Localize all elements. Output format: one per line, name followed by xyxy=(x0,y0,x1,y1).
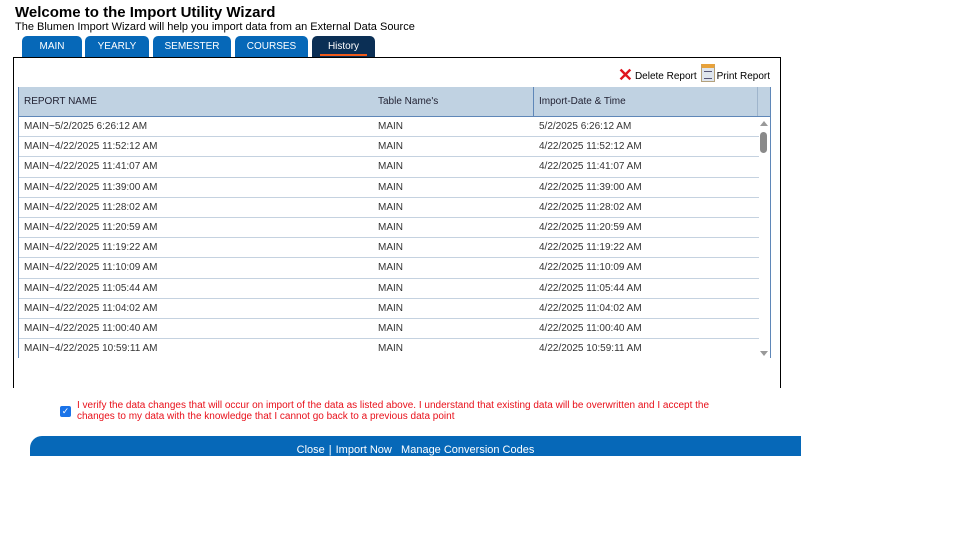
import-date-cell: 4/22/2025 11:39:00 AM xyxy=(539,181,642,193)
table-name-cell: MAIN xyxy=(378,161,403,173)
print-report-icon xyxy=(700,64,715,82)
import-date-cell: 4/22/2025 10:59:11 AM xyxy=(539,343,642,355)
report-name-cell: MAIN~4/22/2025 11:39:00 AM xyxy=(24,181,158,193)
report-name-cell: MAIN~4/22/2025 10:59:11 AM xyxy=(24,343,158,355)
table-name-cell: MAIN xyxy=(378,181,403,193)
tab-courses[interactable]: COURSES xyxy=(235,36,308,57)
table-name-cell: MAIN xyxy=(378,282,403,294)
table-name-cell: MAIN xyxy=(378,302,403,314)
import-date-cell: 4/22/2025 11:52:12 AM xyxy=(539,141,642,153)
report-name-cell: MAIN~4/22/2025 11:00:40 AM xyxy=(24,322,158,334)
tab-label: MAIN xyxy=(39,41,65,52)
column-header-report-name[interactable]: REPORT NAME xyxy=(24,96,97,107)
import-date-cell: 4/22/2025 11:19:22 AM xyxy=(539,242,642,254)
column-header-spacer xyxy=(758,87,770,116)
tab-history[interactable]: History xyxy=(312,36,375,57)
history-panel: ✕ Delete Report Print Report REPORT NAME … xyxy=(13,57,781,388)
table-row[interactable]: MAIN~4/22/2025 11:20:59 AM MAIN 4/22/2025 … xyxy=(19,218,759,239)
report-name-cell: MAIN~4/22/2025 11:19:22 AM xyxy=(24,242,158,254)
tab-label: History xyxy=(319,41,368,56)
table-row[interactable]: MAIN~4/22/2025 11:52:12 AM MAIN 4/22/2025 … xyxy=(19,137,759,158)
table-body: MAIN~5/2/2025 6:26:12 AM MAIN 5/2/2025 6:2… xyxy=(19,116,770,358)
import-date-cell: 4/22/2025 11:00:40 AM xyxy=(539,322,642,334)
import-date-cell: 5/2/2025 6:26:12 AM xyxy=(539,121,632,132)
page-title: Welcome to the Import Utility Wizard xyxy=(15,4,276,21)
separator: | xyxy=(328,444,332,456)
table-row[interactable]: MAIN~4/22/2025 11:39:00 AM MAIN 4/22/2025 … xyxy=(19,178,759,198)
table-row[interactable]: MAIN~4/22/2025 11:04:02 AM MAIN 4/22/2025 … xyxy=(19,299,759,319)
table-row[interactable]: MAIN~4/22/2025 11:19:22 AM MAIN 4/22/2025 … xyxy=(19,238,759,259)
table-name-cell: MAIN xyxy=(378,262,403,274)
tab-label: SEMESTER xyxy=(164,41,220,52)
verify-checkbox[interactable]: ✓ xyxy=(60,406,71,417)
table-name-cell: MAIN xyxy=(378,121,403,132)
verify-text: I verify the data changes that will occu… xyxy=(77,400,710,422)
import-date-cell: 4/22/2025 11:28:02 AM xyxy=(539,201,642,213)
tab-main[interactable]: MAIN xyxy=(22,36,82,57)
verify-section: ✓ I verify the data changes that will oc… xyxy=(60,400,740,422)
table-name-cell: MAIN xyxy=(378,242,403,254)
table-row[interactable]: MAIN~4/22/2025 11:10:09 AM MAIN 4/22/2025 … xyxy=(19,258,759,279)
report-name-cell: MAIN~4/22/2025 11:10:09 AM xyxy=(24,262,158,274)
page-subtitle: The Blumen Import Wizard will help you i… xyxy=(15,21,415,33)
close-link[interactable]: Close xyxy=(296,444,325,456)
vertical-scrollbar[interactable] xyxy=(757,117,770,358)
report-name-cell: MAIN~5/2/2025 6:26:12 AM xyxy=(24,121,148,132)
tab-label: COURSES xyxy=(246,41,297,52)
import-now-link[interactable]: Import Now xyxy=(335,444,392,456)
tab-semester[interactable]: SEMESTER xyxy=(153,36,231,57)
column-header-import-date[interactable]: Import-Date & Time xyxy=(534,87,758,116)
scroll-thumb[interactable] xyxy=(760,132,767,153)
print-label: Print Report xyxy=(716,71,770,82)
table-row[interactable]: MAIN~5/2/2025 6:26:12 AM MAIN 5/2/2025 6:2… xyxy=(19,117,759,138)
table-row[interactable]: MAIN~4/22/2025 11:28:02 AM MAIN 4/22/2025 … xyxy=(19,198,759,218)
footer-bar: Close | Import Now Manage Conversion Codes xyxy=(30,436,801,456)
table-row[interactable]: MAIN~4/22/2025 11:05:44 AM MAIN 4/22/2025 … xyxy=(19,279,759,299)
history-table: REPORT NAME Table Name's Import-Date & T… xyxy=(18,87,771,358)
table-row[interactable]: MAIN~4/22/2025 11:41:07 AM MAIN 4/22/2025 … xyxy=(19,157,759,178)
report-name-cell: MAIN~4/22/2025 11:04:02 AM xyxy=(24,302,158,314)
print-report-button[interactable]: Print Report xyxy=(700,64,770,82)
manage-conversion-codes-link[interactable]: Manage Conversion Codes xyxy=(401,444,535,456)
table-row[interactable]: MAIN~4/22/2025 10:59:11 AM MAIN 4/22/2025 … xyxy=(19,339,759,358)
delete-report-button[interactable]: ✕ Delete Report xyxy=(617,65,697,85)
import-date-cell: 4/22/2025 11:20:59 AM xyxy=(539,221,642,233)
report-actions: ✕ Delete Report Print Report xyxy=(617,64,770,85)
report-name-cell: MAIN~4/22/2025 11:05:44 AM xyxy=(24,282,158,294)
delete-label: Delete Report xyxy=(634,71,697,82)
scroll-down-arrow-icon[interactable] xyxy=(760,351,768,356)
scroll-up-arrow-icon[interactable] xyxy=(760,121,768,126)
table-name-cell: MAIN xyxy=(378,322,403,334)
table-name-cell: MAIN xyxy=(378,141,403,153)
report-name-cell: MAIN~4/22/2025 11:41:07 AM xyxy=(24,161,158,173)
table-row[interactable]: MAIN~4/22/2025 11:00:40 AM MAIN 4/22/2025 … xyxy=(19,319,759,340)
import-date-cell: 4/22/2025 11:04:02 AM xyxy=(539,302,642,314)
import-date-cell: 4/22/2025 11:05:44 AM xyxy=(539,282,642,294)
table-name-cell: MAIN xyxy=(378,221,403,233)
column-header-table-name[interactable]: Table Name's xyxy=(373,87,534,116)
import-date-cell: 4/22/2025 11:41:07 AM xyxy=(539,161,642,173)
delete-x-icon: ✕ xyxy=(617,65,633,85)
table-name-cell: MAIN xyxy=(378,343,403,355)
tab-label: YEARLY xyxy=(97,41,137,52)
report-name-cell: MAIN~4/22/2025 11:20:59 AM xyxy=(24,221,158,233)
table-name-cell: MAIN xyxy=(378,201,403,213)
report-name-cell: MAIN~4/22/2025 11:28:02 AM xyxy=(24,201,158,213)
import-date-cell: 4/22/2025 11:10:09 AM xyxy=(539,262,642,274)
table-header: REPORT NAME Table Name's Import-Date & T… xyxy=(19,87,770,116)
tab-yearly[interactable]: YEARLY xyxy=(85,36,149,57)
report-name-cell: MAIN~4/22/2025 11:52:12 AM xyxy=(24,141,158,153)
